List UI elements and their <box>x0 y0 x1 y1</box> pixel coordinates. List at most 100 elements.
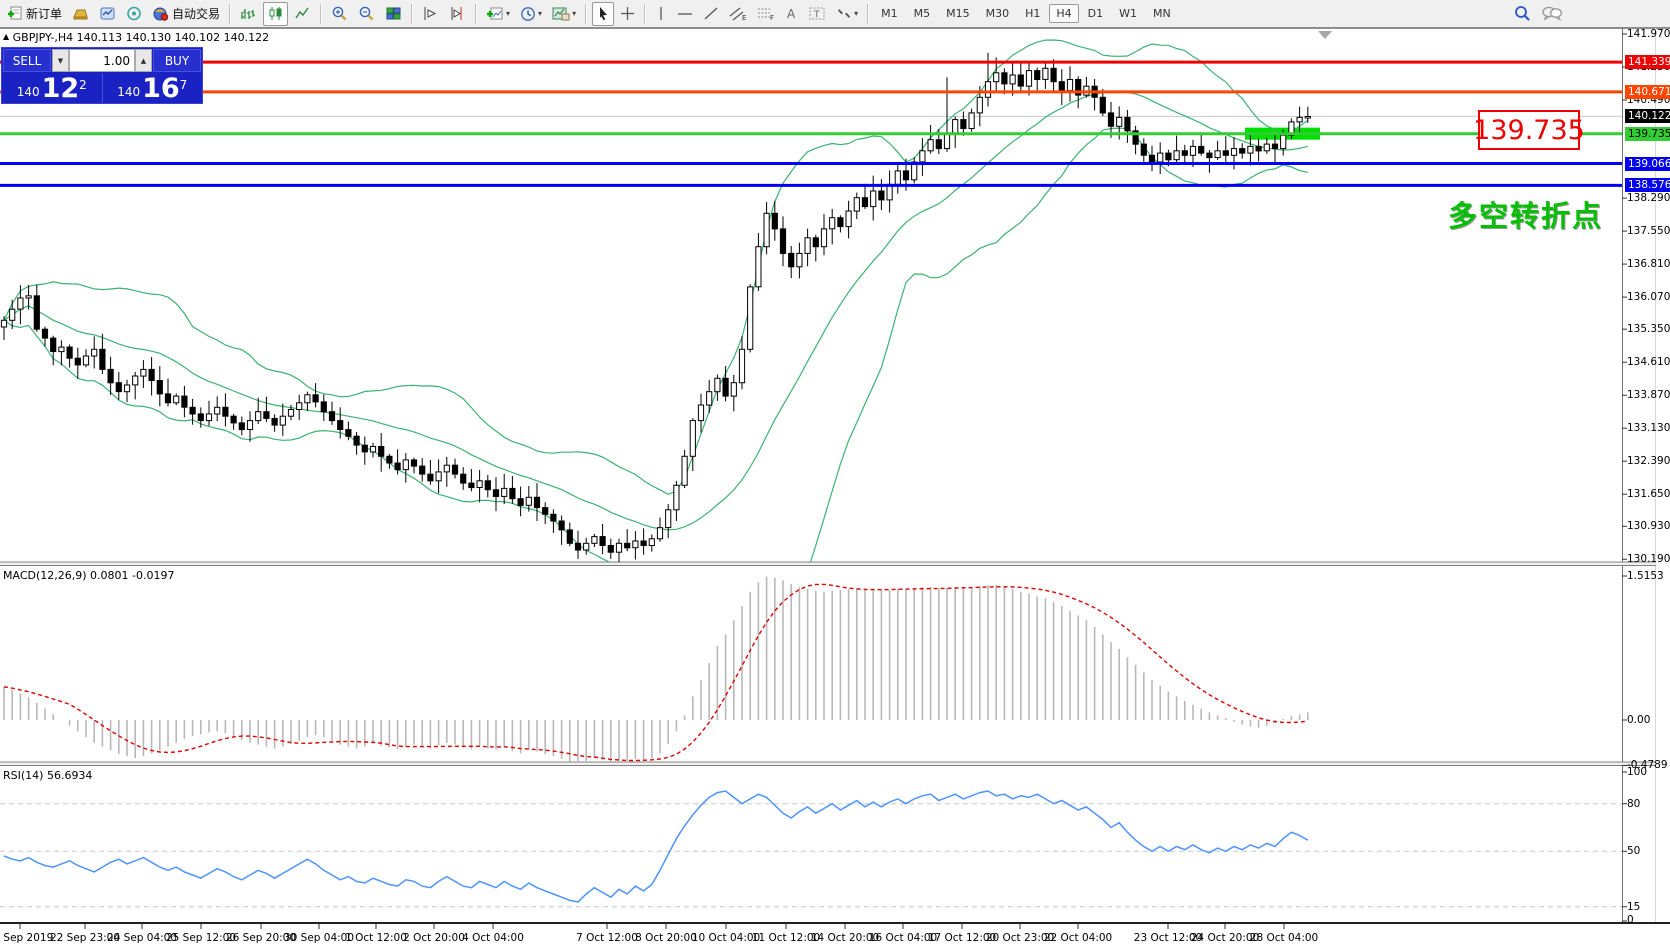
macd-tick-label: 1.5153 <box>1627 570 1664 583</box>
level-price-label: 140.671 <box>1625 84 1670 99</box>
level-price-label: 139.735 <box>1625 126 1670 141</box>
market-watch-button[interactable] <box>95 2 120 26</box>
horizontal-line-button[interactable] <box>673 2 697 26</box>
timeframe-w1[interactable]: W1 <box>1119 7 1137 20</box>
timeframe-h4[interactable]: H4 <box>1049 4 1079 23</box>
templates-dropdown-caret[interactable]: ▾ <box>572 9 577 18</box>
macd-tick-label: -0.4789 <box>1627 759 1668 772</box>
text-label-icon: T <box>809 7 825 20</box>
toolbar-separator <box>644 3 647 24</box>
time-axis-label: 14 Oct 20:00 <box>810 932 880 944</box>
bar-chart-button[interactable] <box>236 2 261 26</box>
timeframe-m1[interactable]: M1 <box>881 7 898 20</box>
periods-dropdown-caret[interactable]: ▾ <box>538 9 543 18</box>
sell-price-fraction: 2 <box>79 78 87 92</box>
symbol-marker-icon: ▲ <box>3 32 10 41</box>
line-chart-button[interactable] <box>290 2 315 26</box>
price-tick-label: 135.350 <box>1627 323 1670 336</box>
time-axis-label: 22 Sep 23:00 <box>49 932 121 944</box>
timeframe-m5[interactable]: M5 <box>913 7 931 20</box>
time-axis-label: 19 Sep 2019 <box>0 932 54 944</box>
zoom-out-icon <box>359 6 374 20</box>
time-axis-label: 30 Sep 04:00 <box>283 932 355 944</box>
volume-increase-button[interactable]: ▲ <box>135 49 152 72</box>
level-price-label: 138.576 <box>1625 178 1670 193</box>
rsi-tick-label: 100 <box>1627 766 1648 778</box>
price-tick-label: 141.970 <box>1627 28 1670 40</box>
timeframe-d1[interactable]: D1 <box>1087 7 1104 20</box>
market-watch-icon <box>100 7 115 20</box>
profiles-button[interactable] <box>68 2 93 26</box>
zoom-in-button[interactable] <box>327 2 352 26</box>
auto-scroll-button[interactable] <box>418 2 443 26</box>
crosshair-button[interactable] <box>616 2 639 26</box>
price-tick-label: 132.390 <box>1627 455 1670 468</box>
price-tick-label: 130.190 <box>1627 553 1670 566</box>
candlestick-chart-icon <box>269 7 282 20</box>
sell-button[interactable]: SELL <box>3 49 51 72</box>
chat-icon <box>1542 6 1563 21</box>
price-tick-label: 136.070 <box>1627 291 1670 304</box>
macd-signal-line <box>3 583 1308 762</box>
turning-point-annotation[interactable]: 多空转折点 <box>1448 199 1604 233</box>
timeframe-m30[interactable]: M30 <box>985 7 1010 20</box>
macd-tick-label: 0.00 <box>1627 714 1651 726</box>
volume-input[interactable]: 1.00 <box>69 49 135 72</box>
svg-text:A: A <box>787 7 796 21</box>
templates-icon <box>552 7 570 21</box>
indicators-button[interactable]: ▾ <box>482 2 514 26</box>
price-tick-label: 133.870 <box>1627 389 1670 402</box>
autotrading-label: 自动交易 <box>172 7 221 21</box>
svg-text:T: T <box>813 10 820 20</box>
toolbar-separator <box>411 3 414 24</box>
timeframe-h1[interactable]: H1 <box>1025 7 1041 20</box>
new-order-button[interactable]: 新订单 <box>3 2 66 26</box>
templates-button[interactable]: ▾ <box>548 2 580 26</box>
sell-price-whole: 140 <box>16 85 40 99</box>
volume-decrease-button[interactable]: ▼ <box>52 49 69 72</box>
price-tick-label: 131.650 <box>1627 488 1670 501</box>
vertical-line-icon <box>660 7 662 20</box>
candlestick-chart-button[interactable] <box>263 1 289 26</box>
text-button[interactable]: A <box>781 2 803 26</box>
tile-windows-icon <box>386 7 401 20</box>
text-icon: A <box>787 7 796 21</box>
zoom-in-icon <box>332 6 347 20</box>
buy-button[interactable]: BUY <box>153 49 201 72</box>
channel-button[interactable]: E <box>725 2 751 26</box>
chat-button[interactable] <box>1537 2 1567 26</box>
buy-price-whole: 140 <box>117 85 141 99</box>
time-axis-label: 25 Sep 12:00 <box>165 932 237 944</box>
fibonacci-button[interactable]: F <box>753 2 779 26</box>
rsi-tick-label: 0 <box>1627 914 1634 926</box>
autotrading-button[interactable]: 自动交易 <box>148 2 224 26</box>
chart-symbol-period: GBPJPY-,H4 <box>12 31 74 44</box>
rsi-tick-label: 80 <box>1627 797 1641 810</box>
macd-indicator-label: MACD(12,26,9) 0.0801 -0.0197 <box>3 569 175 582</box>
time-axis-label: 24 Sep 04:00 <box>106 932 178 944</box>
trendline-button[interactable] <box>699 2 723 26</box>
channel-icon: E <box>729 7 747 21</box>
timeframe-m15[interactable]: M15 <box>946 7 970 20</box>
price-callout-label[interactable]: 139.735 <box>1473 110 1585 150</box>
toolbar-separator <box>867 3 870 24</box>
tile-windows-button[interactable] <box>381 2 406 26</box>
periods-button[interactable]: ▾ <box>516 2 546 26</box>
time-axis-label: 4 Oct 04:00 <box>462 932 524 944</box>
timeframe-mn[interactable]: MN <box>1153 7 1171 20</box>
arrows-dropdown-caret[interactable]: ▾ <box>854 9 859 18</box>
chart-title: ▲ GBPJPY-,H4 140.113 140.130 140.102 140… <box>3 31 269 44</box>
text-label-button[interactable]: T <box>805 2 830 26</box>
signals-button[interactable] <box>122 2 146 26</box>
chart-shift-button[interactable] <box>445 2 470 26</box>
arrows-button[interactable]: ▾ <box>832 2 862 26</box>
sell-price[interactable]: 140 12 2 <box>2 73 102 103</box>
rsi-indicator-label: RSI(14) 56.6934 <box>3 769 93 782</box>
zoom-out-button[interactable] <box>354 2 379 26</box>
vertical-line-button[interactable] <box>651 2 671 26</box>
cursor-button[interactable] <box>592 1 615 26</box>
buy-price[interactable]: 140 16 7 <box>103 73 203 103</box>
search-button[interactable] <box>1509 2 1535 26</box>
indicators-dropdown-caret[interactable]: ▾ <box>506 9 511 18</box>
